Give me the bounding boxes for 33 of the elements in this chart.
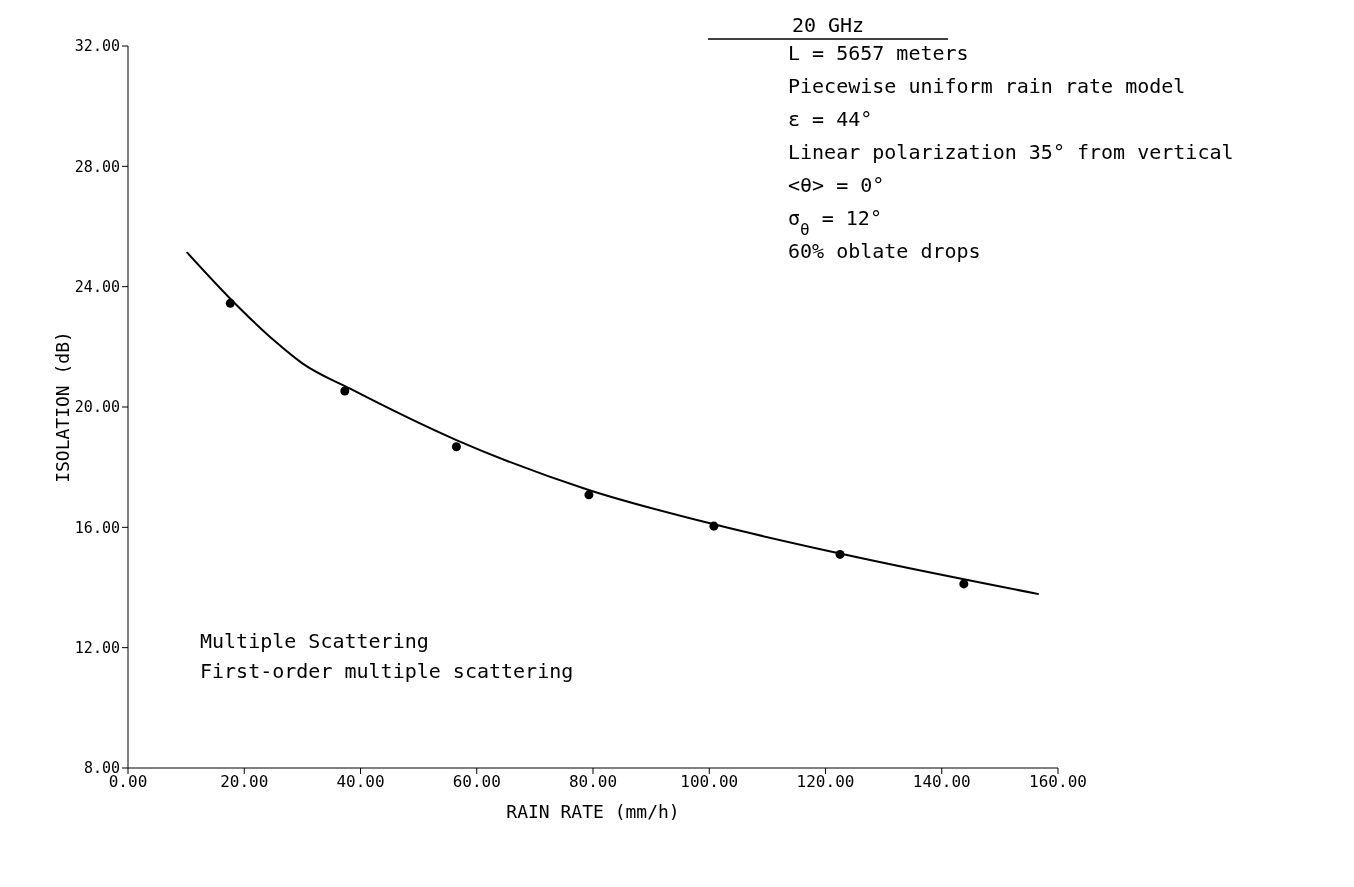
chart-title: 20 GHz [791,13,865,37]
y-axis-title: ISOLATION (dB) [52,331,74,483]
x-tick-label: 40.00 [336,772,385,792]
point [709,521,719,531]
point [959,579,969,589]
y-tick-label: 32.00 [74,37,120,56]
x-tick-label: 100.00 [680,772,739,792]
annotation: L = 5657 meters [788,41,969,65]
y-tick-label: 12.00 [74,638,120,657]
annotation: Linear polarization 35° from vertical [788,140,1234,164]
x-tick-label: 120.00 [796,772,855,792]
annotation: 60% oblate drops [788,239,981,263]
x-tick-label: 60.00 [452,772,501,792]
x-axis-title: RAIN RATE (mm/h) [506,801,680,822]
annotation: Multiple Scattering [200,629,429,653]
point [835,549,845,559]
point [451,442,461,452]
point [340,386,350,396]
x-tick-label: 80.00 [568,772,618,792]
annotation: Piecewise uniform rain rate model [788,74,1186,98]
x-tick-label: 140.00 [912,772,971,792]
x-tick-label: 20.00 [220,772,269,792]
point [225,298,235,308]
y-tick-label: 24.00 [74,277,120,296]
y-tick-label: 16.00 [74,518,120,537]
annotation: ε = 44° [788,107,873,131]
annotation: <θ> = 0° [788,173,885,197]
x-tick-label: 160.00 [1029,772,1087,792]
annotation: First-order multiple scattering [200,659,574,683]
y-tick-label: 28.00 [74,157,120,176]
y-tick-label: 20.00 [74,398,120,417]
annotation: σ$_{θ}$ = 12° [788,206,882,239]
point [584,490,594,500]
